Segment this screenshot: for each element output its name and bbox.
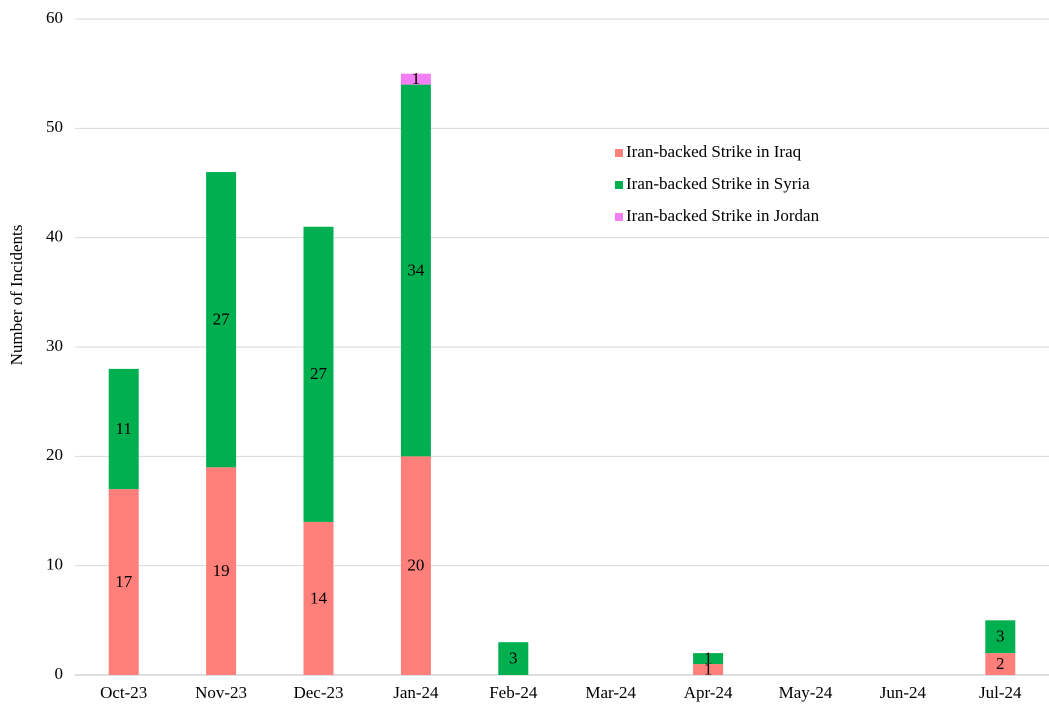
data-label: 3 xyxy=(509,649,518,668)
data-label: 1 xyxy=(412,69,421,88)
legend-label: Iran-backed Strike in Syria xyxy=(626,174,810,193)
x-tick-label: Nov-23 xyxy=(195,683,247,702)
bar-segment xyxy=(985,620,1016,654)
y-tick-label: 20 xyxy=(46,445,63,464)
data-label: 34 xyxy=(407,260,425,279)
y-tick-label: 30 xyxy=(46,336,63,355)
x-tick-label: Jun-24 xyxy=(880,683,927,702)
legend-label: Iran-backed Strike in Jordan xyxy=(626,206,820,225)
legend-label: Iran-backed Strike in Iraq xyxy=(626,142,802,161)
bar-segment xyxy=(108,368,139,490)
bar-segment xyxy=(400,84,431,457)
data-label: 1 xyxy=(704,659,713,678)
data-label: 3 xyxy=(996,627,1005,646)
bar-segment xyxy=(693,664,724,675)
data-label: 19 xyxy=(213,561,230,580)
data-label: 20 xyxy=(407,556,424,575)
y-axis-title: Number of Incidents xyxy=(7,225,26,366)
bar-segment xyxy=(303,226,334,522)
data-label: 14 xyxy=(310,588,328,607)
x-tick-label: Mar-24 xyxy=(585,683,636,702)
bar-segment xyxy=(206,467,237,675)
data-label: 17 xyxy=(115,572,133,591)
bar-segment xyxy=(206,172,237,468)
x-tick-label: Oct-23 xyxy=(100,683,147,702)
bar-segment xyxy=(985,653,1016,675)
y-tick-label: 0 xyxy=(55,664,64,683)
x-tick-label: May-24 xyxy=(779,683,833,702)
legend-swatch xyxy=(615,181,623,189)
data-label: 2 xyxy=(996,654,1005,673)
x-tick-label: Apr-24 xyxy=(684,683,733,702)
legend-swatch xyxy=(615,213,623,221)
data-label: 27 xyxy=(310,364,328,383)
legend-swatch xyxy=(615,149,623,157)
y-tick-label: 10 xyxy=(46,555,63,574)
data-label: 11 xyxy=(116,419,132,438)
y-tick-label: 60 xyxy=(46,8,63,27)
x-tick-label: Feb-24 xyxy=(489,683,538,702)
bar-segment xyxy=(400,73,431,85)
x-tick-label: Jul-24 xyxy=(979,683,1022,702)
x-tick-label: Jan-24 xyxy=(393,683,439,702)
x-tick-label: Dec-23 xyxy=(293,683,343,702)
bar-segment xyxy=(400,456,431,675)
bar-segment xyxy=(303,521,334,675)
bar-segment xyxy=(108,489,139,675)
data-label: 1 xyxy=(704,649,713,668)
y-tick-label: 40 xyxy=(46,227,63,246)
y-tick-label: 50 xyxy=(46,117,63,136)
bar-segment xyxy=(498,642,529,675)
data-label: 27 xyxy=(213,310,231,329)
bar-segment xyxy=(693,653,724,665)
